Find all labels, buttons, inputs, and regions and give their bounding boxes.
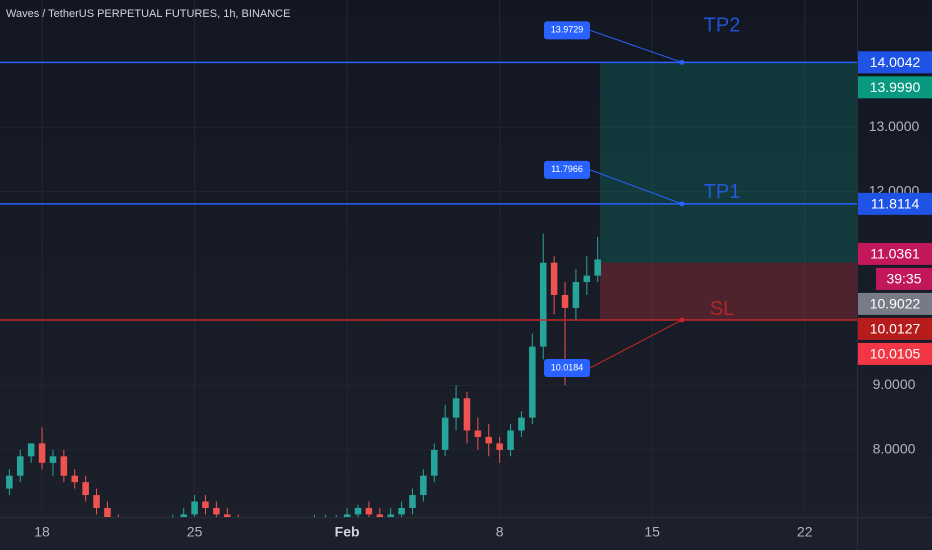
candle-body bbox=[485, 436, 493, 444]
plot-area: TP2 13.9729 TP1 11.7966 SL 10.0184 bbox=[0, 0, 857, 517]
callout-point bbox=[679, 317, 685, 323]
price-tag bbox=[858, 76, 932, 99]
price-tag bbox=[858, 292, 932, 315]
candle-body bbox=[60, 456, 68, 476]
x-tick-label: 8 bbox=[496, 524, 504, 540]
candle-body bbox=[474, 430, 482, 437]
candle-body bbox=[343, 514, 351, 517]
candle-body bbox=[213, 507, 220, 515]
candle-body bbox=[376, 514, 384, 517]
level-label: SL bbox=[710, 298, 734, 320]
candle-body bbox=[441, 417, 449, 450]
candle-body bbox=[539, 262, 547, 347]
candle-body bbox=[224, 514, 231, 517]
profit-zone bbox=[599, 62, 857, 263]
candle-body bbox=[561, 294, 569, 308]
candle-body bbox=[409, 495, 416, 508]
candle-body bbox=[583, 275, 591, 283]
candle-body bbox=[496, 443, 503, 450]
candle-body bbox=[16, 456, 24, 476]
candle-body bbox=[93, 495, 100, 508]
candle-body bbox=[365, 507, 373, 515]
callout-text: 11.7966 bbox=[551, 164, 583, 174]
price-tag bbox=[858, 51, 932, 74]
candle-body bbox=[38, 443, 46, 463]
countdown-tag bbox=[876, 267, 932, 290]
price-tag bbox=[858, 242, 932, 265]
price-tag-label: 10.9022 bbox=[870, 296, 921, 312]
callout-box bbox=[544, 21, 590, 40]
candle-body bbox=[518, 417, 525, 431]
x-tick-label: 22 bbox=[797, 524, 813, 540]
candle-body bbox=[49, 456, 57, 463]
x-tick-label: 15 bbox=[644, 524, 660, 540]
candle-body bbox=[452, 398, 460, 418]
callout-text: 13.9729 bbox=[551, 25, 584, 35]
price-tag-label: 13.9990 bbox=[870, 79, 921, 95]
callout-text: 10.0184 bbox=[551, 362, 584, 372]
callout-connector bbox=[589, 169, 683, 205]
candle-body bbox=[463, 398, 471, 431]
candle-body bbox=[420, 475, 427, 496]
price-tag bbox=[858, 192, 932, 215]
candle-body bbox=[191, 501, 198, 515]
y-tick-label: 8.0000 bbox=[873, 441, 916, 457]
price-tag-label: 10.0105 bbox=[870, 346, 921, 362]
price-tag-label: 14.0042 bbox=[870, 54, 921, 70]
y-tick-label: 13.0000 bbox=[869, 118, 920, 134]
candle-body bbox=[104, 507, 111, 517]
candle-body bbox=[387, 514, 394, 517]
candle-body bbox=[202, 501, 209, 508]
price-tag bbox=[858, 317, 932, 340]
candle-body bbox=[6, 475, 13, 489]
candle-body bbox=[594, 259, 601, 276]
candle-body bbox=[529, 346, 536, 418]
loss-zone bbox=[599, 262, 857, 321]
candle-body bbox=[550, 262, 558, 295]
callout-box bbox=[544, 358, 590, 377]
candle-body bbox=[27, 443, 35, 457]
price-tag-label: 11.0361 bbox=[870, 246, 920, 262]
level-label: TP1 bbox=[704, 181, 741, 203]
candle-body bbox=[82, 482, 89, 496]
price-tag-label: 11.8114 bbox=[871, 196, 920, 212]
callout-connector bbox=[589, 29, 683, 63]
callout-point bbox=[679, 59, 685, 65]
y-tick-label: 9.0000 bbox=[873, 376, 916, 392]
callout-point bbox=[679, 201, 685, 207]
callout-connector bbox=[589, 319, 683, 369]
candle-body bbox=[354, 507, 362, 515]
candle-body bbox=[572, 282, 580, 308]
callout-box bbox=[544, 160, 590, 179]
x-tick-label: Feb bbox=[335, 524, 360, 540]
price-tag bbox=[858, 342, 932, 365]
price-tag-label: 10.0127 bbox=[870, 321, 921, 337]
countdown-label: 39:35 bbox=[886, 271, 921, 287]
chart-title: Waves / TetherUS PERPETUAL FUTURES, 1h, … bbox=[6, 8, 290, 20]
candle-body bbox=[71, 475, 79, 483]
candle-body bbox=[431, 449, 438, 476]
candle-body bbox=[507, 430, 514, 450]
candle-body bbox=[398, 507, 405, 515]
x-tick-label: 18 bbox=[34, 524, 50, 540]
candle-body bbox=[180, 514, 187, 517]
level-label: TP2 bbox=[704, 15, 741, 37]
x-tick-label: 25 bbox=[187, 524, 203, 540]
